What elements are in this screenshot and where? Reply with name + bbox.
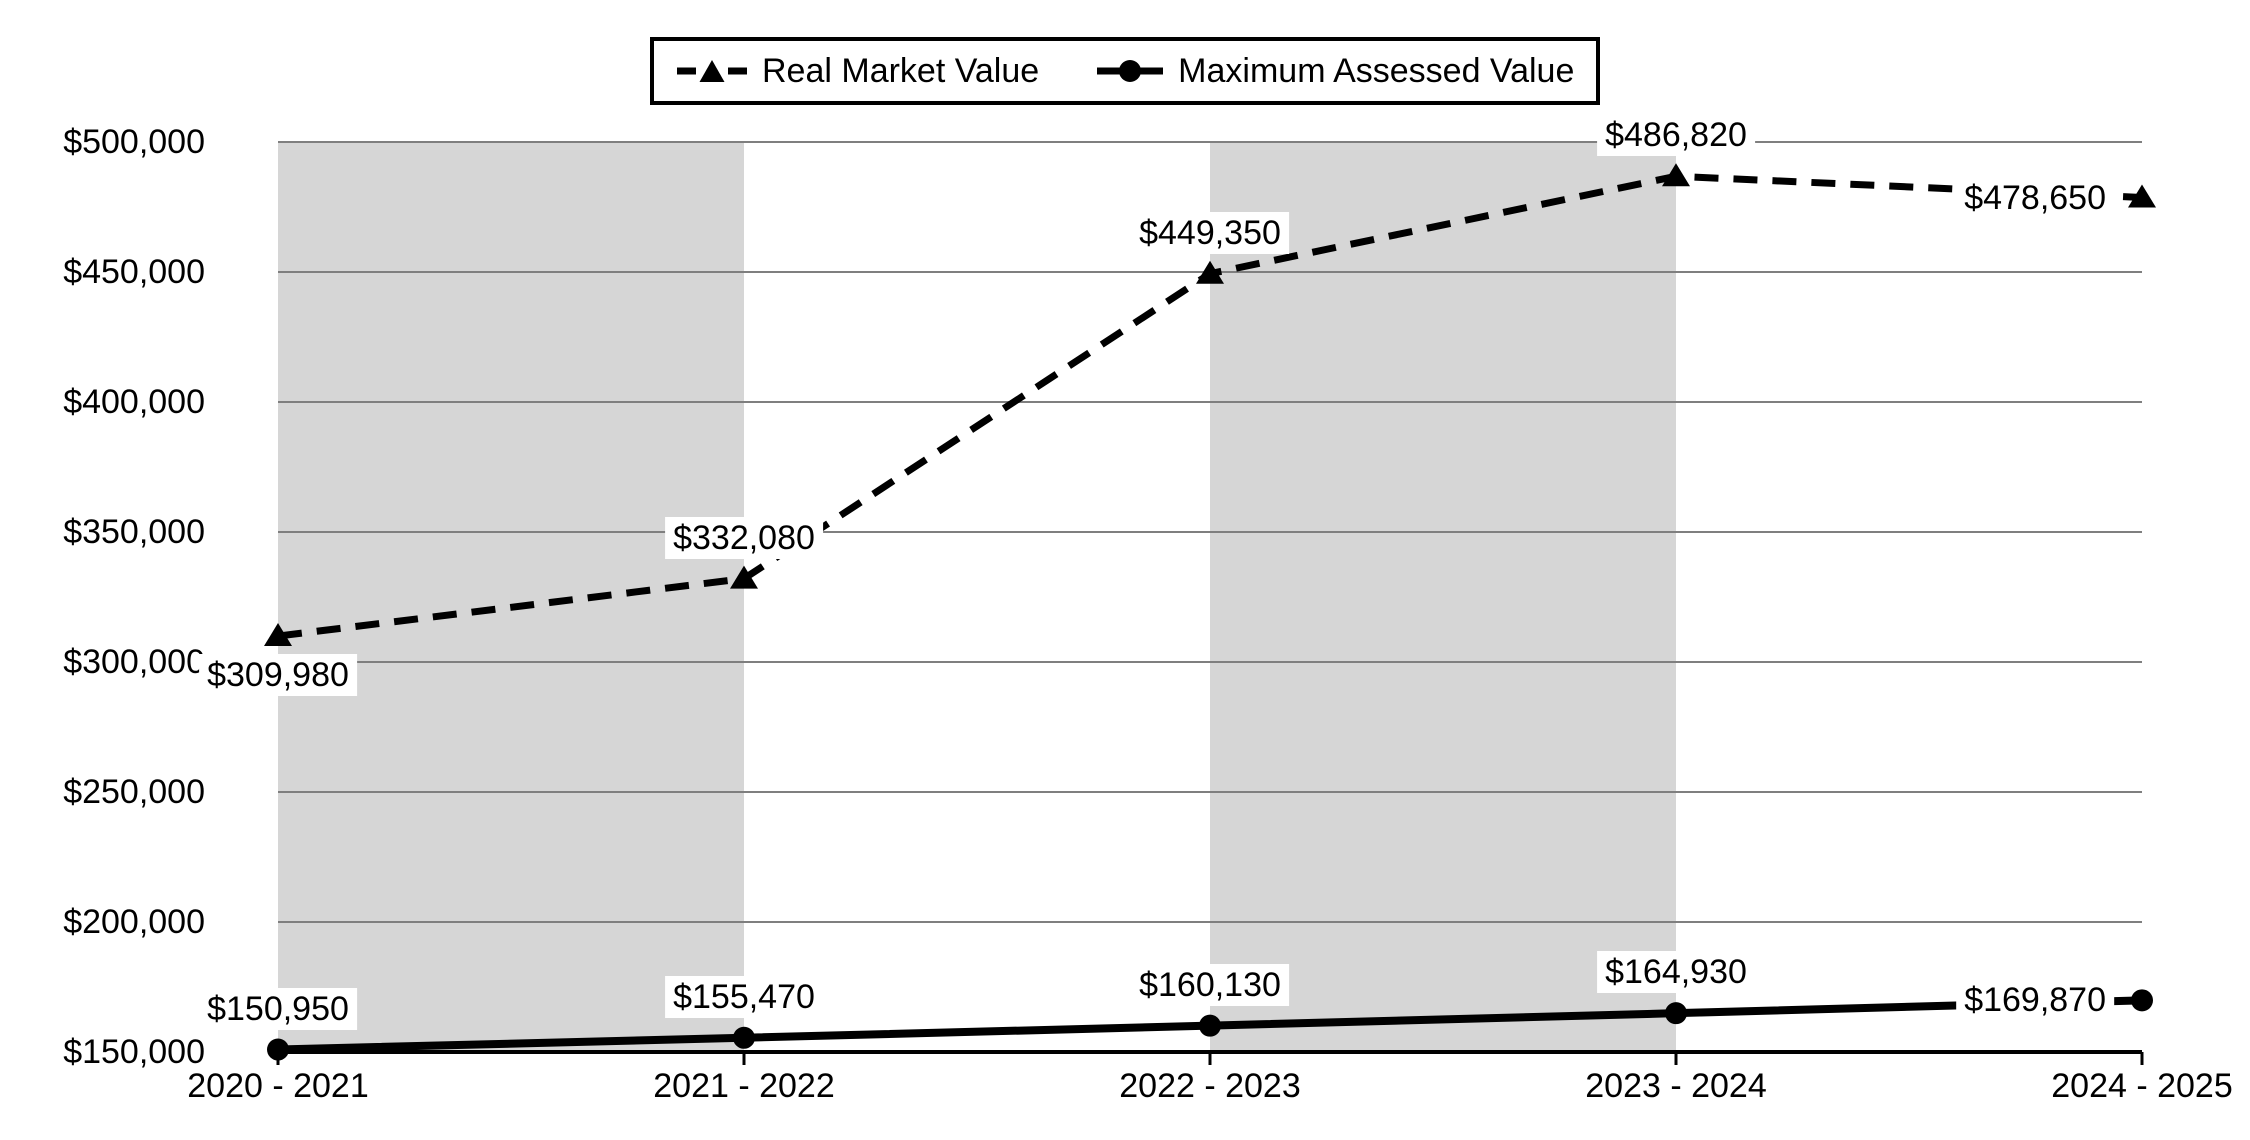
data-label: $150,950: [199, 987, 357, 1030]
y-axis-tick-label: $300,000: [63, 643, 205, 681]
x-axis-tick-label: 2024 - 2025: [2051, 1067, 2233, 1105]
data-label: $160,130: [1131, 963, 1289, 1006]
y-axis-tick-label: $450,000: [63, 253, 205, 291]
x-axis-tick-label: 2020 - 2021: [187, 1067, 369, 1105]
y-axis-tick-label: $150,000: [63, 1033, 205, 1071]
y-axis-tick-label: $200,000: [63, 903, 205, 941]
data-label: $164,930: [1597, 951, 1755, 994]
circle-marker: [1199, 1014, 1221, 1037]
legend-item-real-market-value: Real Market Value: [677, 54, 1039, 88]
triangle-marker: [2128, 184, 2156, 208]
y-axis-tick-label: $500,000: [63, 123, 205, 161]
triangle-marker: [730, 565, 758, 589]
data-label: $155,470: [665, 975, 823, 1018]
legend-label-maximum-assessed-value: Maximum Assessed Value: [1178, 52, 1575, 90]
triangle-marker: [264, 623, 292, 647]
y-axis-tick-label: $400,000: [63, 383, 205, 421]
legend-item-maximum-assessed-value: Maximum Assessed Value: [1097, 54, 1574, 88]
plot-band: [1210, 142, 1676, 1052]
solid-line-circle-marker-icon: [1097, 60, 1164, 82]
legend-label-real-market-value: Real Market Value: [762, 52, 1040, 90]
data-label: $309,980: [199, 654, 357, 697]
x-axis-tick-label: 2023 - 2024: [1585, 1067, 1767, 1105]
circle-marker: [733, 1026, 755, 1049]
triangle-marker: [1196, 260, 1224, 284]
x-axis-tick-label: 2022 - 2023: [1119, 1067, 1301, 1105]
data-label: $478,650: [1956, 176, 2114, 219]
y-axis-tick-label: $350,000: [63, 513, 205, 551]
y-axis-tick-label: $250,000: [63, 773, 205, 811]
circle-marker: [1665, 1002, 1687, 1025]
triangle-marker: [1662, 163, 1690, 187]
data-label: $332,080: [665, 516, 823, 559]
data-label: $169,870: [1956, 979, 2114, 1022]
chart-legend: Real Market Value Maximum Assessed Value: [650, 37, 1600, 105]
dashed-line-triangle-marker-icon: [677, 60, 747, 82]
circle-marker: [267, 1038, 289, 1061]
plot-band: [278, 142, 744, 1052]
data-label: $486,820: [1597, 114, 1755, 157]
circle-marker: [2131, 989, 2153, 1012]
x-axis-tick-label: 2021 - 2022: [653, 1067, 835, 1105]
data-label: $449,350: [1131, 211, 1289, 254]
